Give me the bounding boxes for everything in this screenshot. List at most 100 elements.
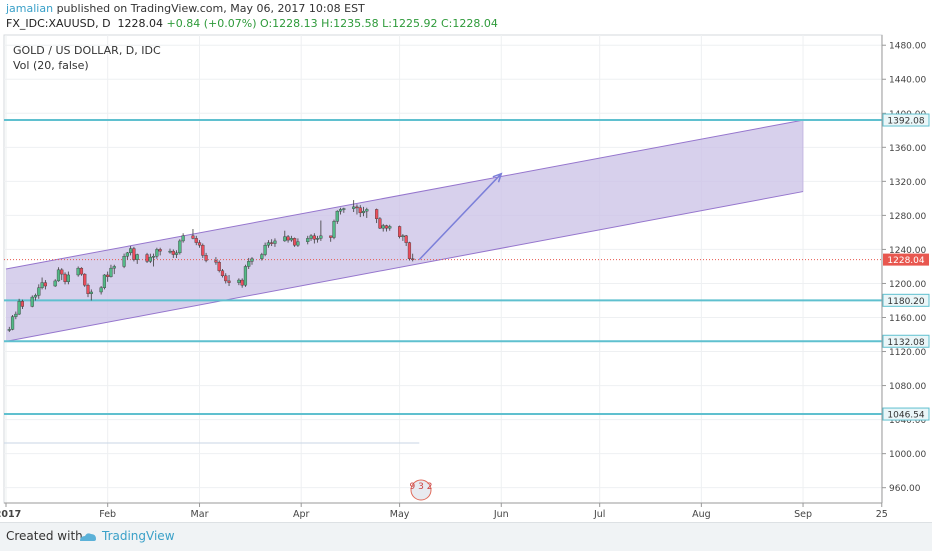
candle-body: [220, 270, 225, 277]
channel-fill: [6, 120, 804, 342]
candle-body: [122, 256, 126, 267]
candle-body: [60, 269, 64, 275]
x-tick-label: Jul: [593, 509, 605, 520]
y-tick-label: 1080.00: [889, 382, 926, 392]
candle-body: [125, 252, 129, 257]
candle-body: [401, 235, 405, 238]
y-tick-label: 1240.00: [889, 246, 926, 256]
candle-body: [171, 250, 175, 255]
candle-body: [227, 280, 231, 283]
candle-body: [17, 301, 21, 315]
candle-body: [201, 244, 205, 256]
candle-body: [76, 267, 80, 276]
tradingview-watermark: 9 3 2: [410, 479, 432, 501]
candle-body: [151, 256, 156, 258]
y-tick-label: 1360.00: [889, 144, 926, 154]
candle-body: [273, 240, 277, 244]
candle-body: [112, 266, 116, 269]
candle-body: [158, 249, 162, 252]
candle-body: [194, 238, 198, 243]
candle-body: [338, 209, 343, 212]
y-tick-label: 1160.00: [889, 314, 926, 324]
channel-drawing: [5, 119, 804, 342]
price-chart[interactable]: 1480.001440.001400.001360.001320.001280.…: [0, 33, 932, 520]
arrow-drawing: [418, 172, 503, 261]
level-tag: [882, 293, 930, 307]
candle-body: [155, 249, 159, 257]
candle-body: [20, 301, 24, 307]
candle-body: [355, 206, 359, 209]
candle-body: [135, 254, 139, 260]
candle-body: [243, 266, 248, 286]
y-tick-label: 960.00: [889, 484, 921, 494]
candle-body: [204, 255, 208, 261]
candle-body: [332, 221, 336, 238]
x-axis[interactable]: 2017 Feb Mar Apr May Jun Jul Aug Sep 25: [0, 502, 888, 520]
candle-body: [306, 238, 310, 242]
candle-body: [283, 236, 287, 242]
candle-body: [7, 329, 11, 331]
candle-body: [181, 235, 185, 242]
candle-body: [312, 235, 316, 240]
indicator-label: Vol (20, false): [13, 59, 89, 72]
candle-body: [30, 296, 34, 307]
symbol-quote-line: FX_IDC:XAUUSD, D 1228.04 +0.84 (+0.07%) …: [6, 17, 498, 30]
candle-body: [319, 235, 323, 239]
y-tick-label: 1480.00: [889, 42, 926, 52]
candle-body: [178, 240, 182, 254]
symbol-name: FX_IDC:XAUUSD, D: [6, 17, 111, 30]
candle-body: [260, 254, 264, 259]
arrow-head: [492, 172, 503, 183]
candle-body: [263, 244, 267, 255]
author-link[interactable]: jamalian: [6, 2, 54, 15]
candle-body: [79, 267, 84, 275]
candle-body: [63, 273, 67, 282]
candle-body: [270, 242, 274, 244]
x-tick-label: Mar: [191, 509, 209, 520]
horizontal-levels: [4, 119, 882, 444]
grid: [4, 35, 883, 503]
y-tick-label: 1000.00: [889, 450, 926, 460]
level-tag: [882, 113, 930, 127]
candle-body: [132, 248, 136, 260]
footer-bar: Created with TradingView: [0, 522, 932, 551]
candle-body: [381, 225, 385, 229]
candle-body: [14, 313, 18, 317]
candle-body: [293, 238, 297, 246]
y-axis[interactable]: 1480.001440.001400.001360.001320.001280.…: [881, 35, 930, 503]
candle-body: [240, 279, 244, 286]
candle-body: [145, 254, 149, 262]
candle-body: [40, 282, 44, 288]
x-tick-label: Sep: [794, 509, 812, 520]
publish-info: jamalian published on TradingView.com, M…: [6, 2, 365, 15]
candle-body: [335, 210, 339, 222]
candle-body: [388, 226, 392, 229]
level-label: 1132.08: [887, 338, 924, 348]
candle-body: [398, 226, 402, 237]
close-price: C:1228.04: [440, 17, 498, 30]
level-tag: [882, 407, 930, 421]
candle-body: [43, 282, 47, 287]
current-price-label: 1228.04: [887, 256, 924, 266]
candle-body: [99, 287, 103, 293]
candle-body: [56, 269, 61, 282]
candle-body: [309, 235, 313, 239]
candle-body: [86, 284, 90, 294]
candle-body: [214, 260, 218, 263]
x-tick-label: Aug: [692, 509, 711, 520]
y-tick-label: 1040.00: [889, 416, 926, 426]
y-tick-label: 1440.00: [889, 76, 926, 86]
y-tick-label: 1200.00: [889, 280, 926, 290]
candle-body: [89, 291, 93, 294]
tradingview-brand-link[interactable]: TradingView: [102, 529, 175, 543]
channel-upper-line: [5, 119, 804, 270]
candle-body: [33, 295, 38, 298]
channel-lower-line: [5, 191, 804, 342]
candle-body: [37, 287, 41, 296]
candle-body: [296, 241, 300, 246]
candle-body: [411, 258, 415, 260]
candle-body: [286, 236, 290, 241]
tradingview-cloud-icon: [80, 533, 96, 541]
candles: [7, 200, 415, 332]
level-label: 1046.54: [887, 411, 924, 421]
